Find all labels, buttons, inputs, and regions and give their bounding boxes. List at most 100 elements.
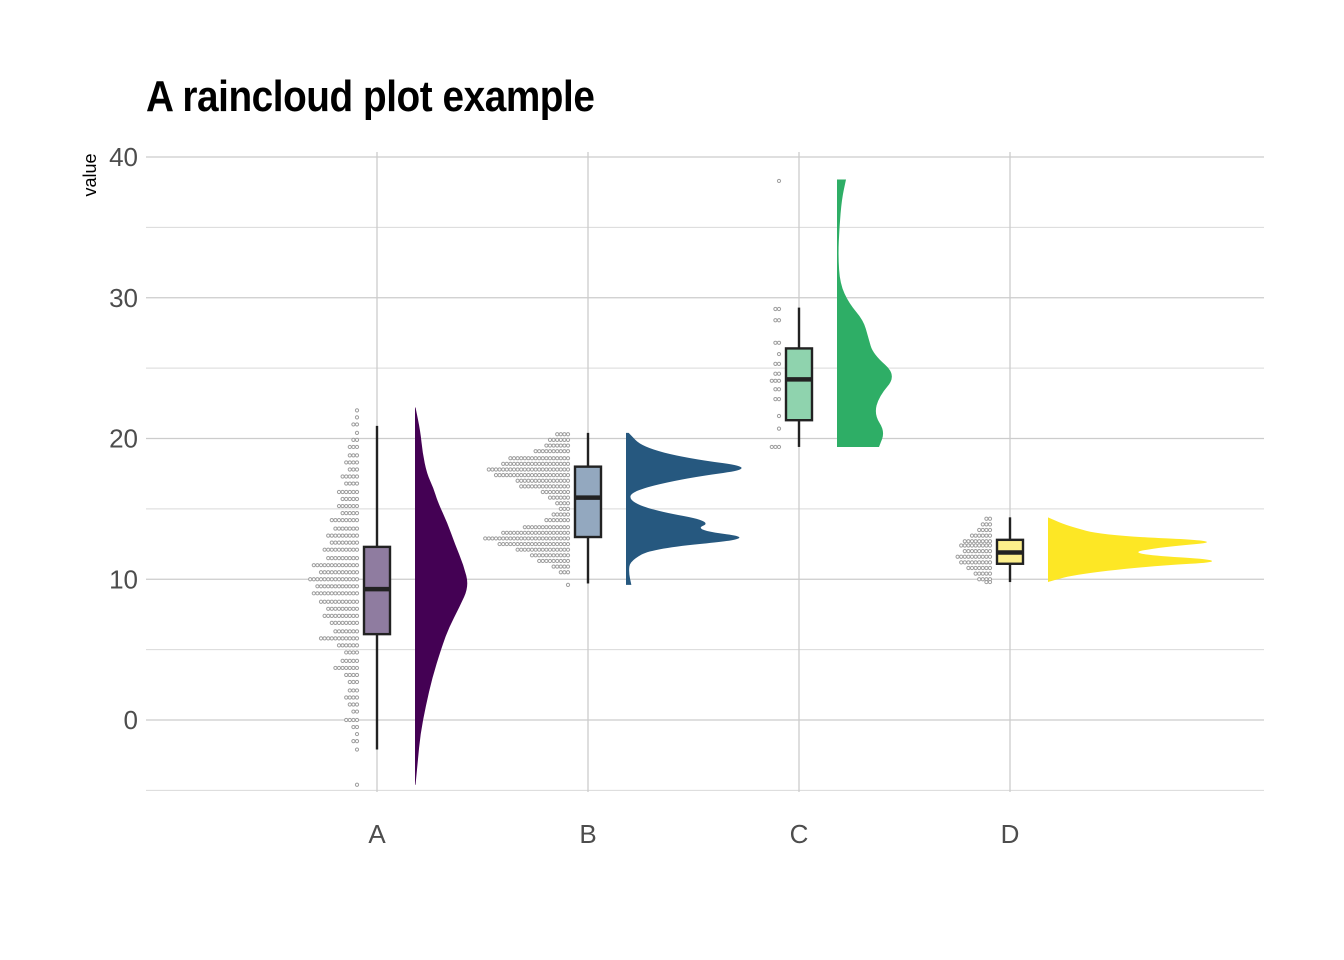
- data-point: [977, 565, 982, 571]
- data-point: [565, 456, 571, 461]
- data-point: [344, 650, 349, 655]
- data-point: [547, 437, 553, 443]
- data-point: [351, 679, 356, 685]
- data-point: [354, 629, 360, 634]
- data-point: [547, 541, 553, 547]
- data-point: [347, 620, 352, 625]
- data-point: [987, 533, 993, 538]
- data-point: [562, 484, 567, 489]
- data-point: [544, 449, 549, 454]
- data-point: [529, 456, 535, 461]
- data-point: [340, 533, 345, 538]
- data-point: [347, 606, 352, 611]
- data-point: [773, 318, 778, 323]
- data-point: [344, 613, 349, 618]
- data-point: [776, 444, 782, 450]
- data-point: [336, 577, 342, 582]
- data-point: [318, 584, 324, 589]
- data-point: [977, 577, 982, 582]
- data-point: [344, 672, 349, 678]
- data-point: [519, 536, 524, 541]
- data-point: [336, 629, 342, 634]
- data-point: [347, 688, 352, 693]
- data-point: [354, 547, 360, 552]
- data-point: [558, 525, 563, 530]
- data-point: [987, 522, 993, 527]
- data-point: [344, 695, 349, 700]
- data-point: [555, 443, 560, 448]
- data-point: [519, 541, 524, 547]
- data-point: [493, 536, 499, 541]
- data-point: [483, 536, 488, 541]
- data-point: [333, 556, 338, 561]
- data-point: [966, 539, 971, 544]
- data-point: [519, 472, 524, 478]
- data-point: [508, 541, 513, 547]
- data-point: [336, 665, 342, 671]
- data-point: [336, 636, 342, 641]
- data-point: [565, 541, 571, 547]
- y-tick-label: 40: [109, 142, 138, 172]
- data-point: [547, 443, 553, 448]
- data-point: [519, 461, 524, 466]
- data-point: [773, 444, 778, 450]
- data-point: [351, 650, 356, 655]
- data-point: [519, 478, 524, 483]
- data-point: [329, 613, 334, 618]
- data-point: [311, 563, 316, 568]
- data-point: [529, 525, 535, 530]
- data-point: [326, 584, 331, 589]
- data-point: [344, 577, 349, 582]
- data-point: [533, 467, 538, 472]
- data-point: [526, 478, 531, 483]
- data-point: [526, 536, 531, 541]
- data-point: [340, 658, 345, 663]
- data-point: [551, 489, 556, 495]
- data-point: [490, 467, 495, 472]
- data-point: [526, 525, 531, 530]
- data-point: [340, 547, 345, 552]
- data-point: [980, 565, 985, 571]
- data-point: [558, 564, 563, 569]
- data-point: [977, 539, 982, 544]
- data-point: [555, 547, 560, 552]
- data-point: [522, 536, 527, 541]
- data-point: [565, 518, 571, 523]
- data-point: [540, 467, 545, 472]
- data-point: [508, 530, 513, 535]
- data-point: [984, 543, 989, 548]
- data-point: [533, 530, 538, 535]
- data-point: [347, 672, 352, 678]
- data-point: [315, 563, 320, 568]
- data-point: [333, 570, 338, 575]
- data-point: [336, 533, 342, 538]
- data-point: [333, 613, 338, 618]
- data-point: [354, 606, 360, 611]
- data-point: [347, 599, 352, 604]
- data-point: [558, 478, 563, 483]
- data-point: [558, 432, 563, 437]
- data-point: [315, 577, 320, 582]
- data-point: [347, 526, 352, 531]
- data-point: [354, 724, 360, 730]
- data-point: [555, 541, 560, 547]
- data-point: [497, 541, 502, 547]
- data-point: [344, 563, 349, 568]
- data-point: [977, 554, 982, 559]
- data-point: [537, 525, 542, 530]
- x-tick-label: C: [790, 819, 809, 849]
- data-point: [526, 456, 531, 461]
- data-point: [980, 577, 985, 582]
- data-point: [333, 584, 338, 589]
- data-point: [347, 496, 352, 502]
- data-point: [344, 636, 349, 641]
- data-point: [562, 443, 567, 448]
- data-point: [333, 606, 338, 611]
- data-point: [529, 536, 535, 541]
- data-point: [347, 650, 352, 655]
- data-point: [551, 512, 556, 517]
- data-point: [501, 467, 506, 472]
- data-point: [351, 437, 356, 443]
- data-point: [544, 484, 549, 489]
- data-point: [966, 543, 971, 548]
